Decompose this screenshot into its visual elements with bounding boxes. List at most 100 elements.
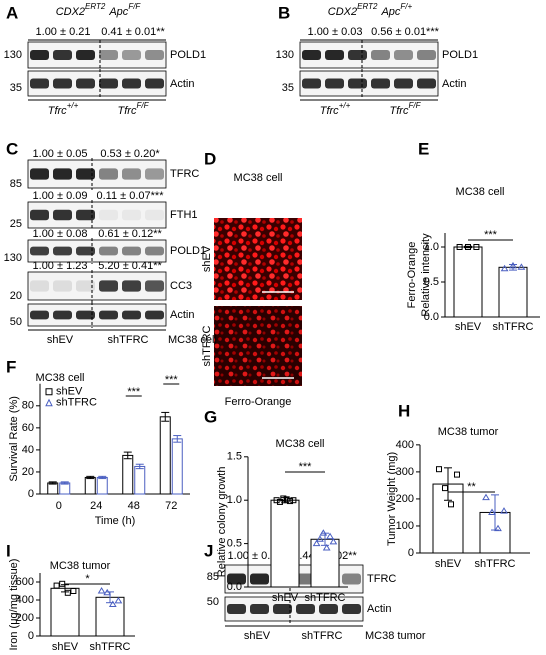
mw-marker: 130	[4, 252, 22, 264]
band	[99, 168, 118, 180]
bar	[270, 499, 300, 588]
band	[122, 246, 141, 256]
quantification: 1.00 ± 0.14	[228, 550, 283, 562]
point	[517, 263, 526, 270]
band	[371, 50, 390, 60]
point	[273, 497, 280, 504]
band	[325, 50, 344, 60]
band-label: Actin	[367, 603, 391, 615]
band	[273, 604, 292, 614]
point	[482, 493, 490, 501]
blot	[299, 70, 439, 97]
band-label: Actin	[170, 309, 194, 321]
quantification: 0.11 ± 0.07***	[97, 190, 165, 202]
significance: *	[85, 573, 90, 585]
point	[64, 589, 71, 596]
point	[287, 498, 294, 505]
group-name: Tfrc	[390, 105, 409, 117]
point	[322, 543, 331, 551]
note: MC38 tumor	[365, 630, 426, 642]
group-label: shEV	[47, 334, 74, 346]
x-tick-label: shEV	[52, 641, 79, 653]
y-tick-label: 1.0	[424, 241, 439, 253]
point	[473, 244, 480, 250]
point	[509, 261, 517, 269]
group-label: Tfrc+/+	[48, 101, 79, 117]
bar	[84, 476, 96, 495]
gene: CDX2	[56, 6, 85, 18]
band	[53, 168, 72, 180]
y-axis-label: Relative intensity	[420, 233, 432, 317]
band-label: POLD1	[170, 49, 206, 61]
band	[302, 78, 321, 89]
note: MC38 cell	[168, 334, 217, 346]
band	[319, 604, 338, 614]
bar	[134, 465, 146, 495]
y-tick-label: 1.0	[227, 494, 242, 506]
band	[53, 78, 72, 89]
band-label: Actin	[442, 78, 466, 90]
x-tick-label: shEV	[272, 592, 299, 604]
mw-marker: 85	[10, 178, 22, 190]
blot	[27, 70, 167, 97]
group-sup: +/+	[67, 101, 79, 110]
y-tick-label: 200	[396, 493, 414, 505]
band	[145, 280, 164, 292]
band	[99, 78, 118, 89]
group-label: TfrcF/F	[390, 101, 422, 117]
band	[122, 310, 141, 320]
panel-label: B	[278, 3, 290, 22]
point	[465, 244, 471, 250]
significance: ***	[484, 229, 498, 241]
x-tick-label: 48	[128, 500, 140, 512]
panel-title: MC38 cell	[234, 172, 283, 184]
bar	[50, 587, 80, 637]
quantification: 1.00 ± 0.05	[33, 148, 88, 160]
point	[494, 524, 502, 532]
band	[76, 50, 95, 60]
point	[500, 264, 509, 272]
band	[394, 50, 413, 60]
band	[76, 209, 95, 221]
y-tick-label: 0.0	[424, 311, 439, 323]
y-tick-label: 80	[22, 400, 34, 412]
quantification: 1.00 ± 0.08	[33, 228, 88, 240]
blot	[27, 159, 167, 189]
band	[348, 50, 367, 60]
point	[312, 539, 321, 547]
blot	[27, 303, 167, 327]
band	[76, 280, 95, 292]
band	[53, 246, 72, 256]
bar	[171, 438, 183, 495]
mw-marker: 130	[276, 49, 294, 61]
significance: ***	[165, 374, 179, 386]
band	[145, 246, 164, 256]
band	[325, 78, 344, 89]
band	[122, 280, 141, 292]
band	[30, 168, 49, 180]
blot	[27, 201, 167, 229]
y-tick-label: 0.5	[424, 276, 439, 288]
bar	[59, 482, 71, 495]
point	[456, 244, 463, 250]
band	[53, 209, 72, 221]
panel-label: H	[398, 401, 410, 420]
significance: **	[467, 481, 476, 493]
mw-marker: 20	[10, 290, 22, 302]
quantification: 1.00 ± 0.09	[33, 190, 88, 202]
band	[30, 310, 49, 320]
point	[454, 471, 460, 478]
band	[394, 78, 413, 89]
group-sup: F/F	[408, 101, 421, 110]
band	[53, 310, 72, 320]
y-tick-label: 300	[396, 466, 414, 478]
band	[30, 280, 49, 292]
significance: ***	[299, 461, 313, 473]
y-axis-label: Survival Rate (%)	[8, 396, 20, 482]
legend-swatch	[45, 398, 53, 407]
mw-marker: 130	[4, 49, 22, 61]
band	[250, 573, 269, 585]
mw-marker: 25	[10, 218, 22, 230]
y-tick-label: 200	[16, 612, 34, 624]
blot-title: CDX2ERT2 ApcF/+	[328, 2, 413, 18]
